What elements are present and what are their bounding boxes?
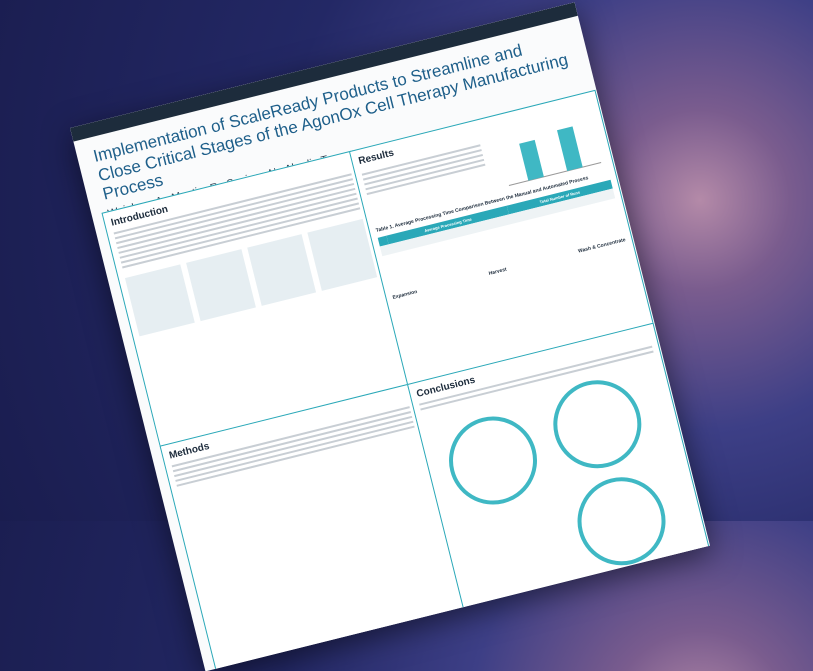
poster: Implementation of ScaleReady Products to…	[70, 2, 711, 671]
step: Expansion	[391, 288, 418, 301]
bar-figure	[508, 126, 602, 187]
step: Wash & Concentrate	[577, 237, 627, 255]
step: Harvest	[488, 266, 508, 277]
results-box: Results Table 1. Average Processing Time…	[348, 89, 655, 388]
